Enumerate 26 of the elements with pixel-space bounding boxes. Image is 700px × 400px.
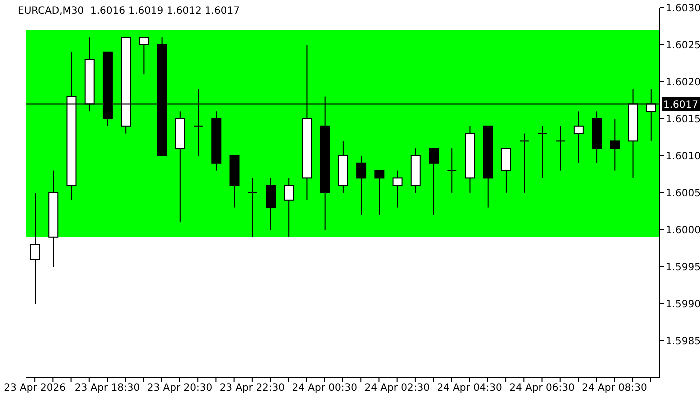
candlestick: [248, 178, 258, 238]
y-tick-label: 1.6025: [666, 40, 700, 52]
y-tick-label: 1.6010: [666, 152, 700, 163]
x-tick-label: 24 Apr 02:30: [364, 383, 430, 394]
candlestick: [538, 126, 548, 178]
x-tick-label: 24 Apr 04:30: [437, 383, 502, 394]
y-tick-label: 1.5990: [666, 300, 700, 311]
y-tick-label: 1.5995: [666, 262, 700, 274]
x-tick-label: 23 Apr 2026: [4, 383, 66, 394]
chart-title: EURCAD,M30 1.6016 1.6019 1.6012 1.6017: [18, 6, 240, 17]
x-tick-label: 24 Apr 08:30: [582, 383, 648, 394]
y-tick-label: 1.6030: [666, 4, 700, 15]
y-tick-label: 1.6015: [666, 114, 700, 126]
x-tick-label: 23 Apr 20:30: [147, 383, 213, 394]
x-tick-label: 24 Apr 00:30: [292, 383, 358, 394]
y-tick-label: 1.6000: [666, 226, 700, 237]
x-tick-label: 24 Apr 06:30: [510, 383, 575, 394]
candlestick: [520, 134, 530, 193]
y-tick-label: 1.6020: [666, 78, 700, 89]
ref-line-label: 1.6017: [664, 100, 698, 112]
y-tick-label: 1.6005: [666, 188, 700, 200]
x-tick-label: 23 Apr 18:30: [74, 383, 140, 394]
x-tick-label: 23 Apr 22:30: [220, 383, 286, 394]
y-tick-label: 1.5985: [666, 336, 700, 348]
candlestick: [556, 126, 566, 171]
candlestick: [448, 148, 457, 193]
